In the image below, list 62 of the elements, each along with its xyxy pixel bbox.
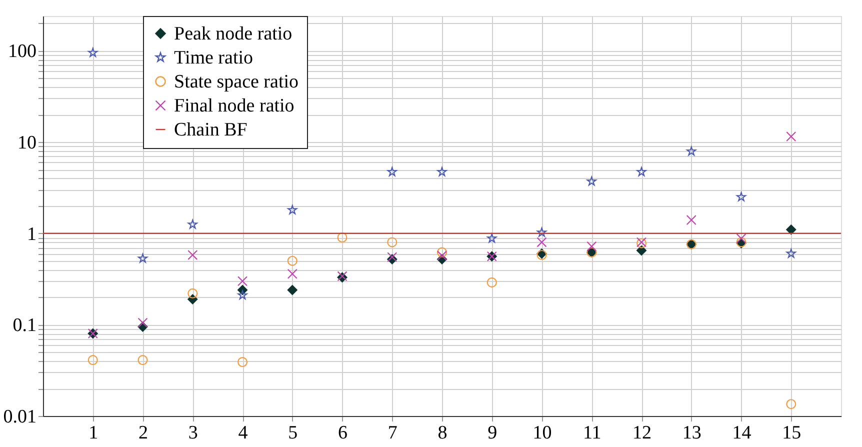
point xyxy=(288,205,298,214)
x-tick-label: 5 xyxy=(288,422,298,444)
point xyxy=(138,355,148,366)
x-tick-label: 13 xyxy=(682,422,702,444)
y-tick-label: 0.01 xyxy=(3,406,36,428)
point xyxy=(536,237,547,248)
legend-label: Final node ratio xyxy=(174,96,294,116)
point xyxy=(287,268,298,279)
point xyxy=(237,276,248,286)
point xyxy=(736,233,746,244)
point xyxy=(188,288,198,298)
point xyxy=(636,166,646,176)
x-tick-label: 1 xyxy=(88,422,98,444)
y-tick-label: 1 xyxy=(27,224,36,245)
point xyxy=(237,357,248,368)
x-tick-label: 10 xyxy=(532,422,552,444)
point xyxy=(486,277,497,288)
legend-label: Time ratio xyxy=(174,48,253,68)
point xyxy=(387,166,397,176)
point xyxy=(436,247,448,258)
point xyxy=(138,318,148,328)
point xyxy=(287,284,298,295)
point xyxy=(387,237,398,248)
point xyxy=(238,290,248,300)
point xyxy=(138,254,148,263)
point xyxy=(786,399,796,410)
point xyxy=(287,256,298,266)
legend-label: Chain BF xyxy=(174,120,248,140)
x-tick-label: 6 xyxy=(338,422,348,444)
legend-label: Peak node ratio xyxy=(174,24,292,44)
point xyxy=(188,219,198,229)
y-tick-label: 10 xyxy=(18,132,36,154)
point xyxy=(586,241,597,252)
x-tick-label: 3 xyxy=(188,422,198,444)
point xyxy=(437,166,447,176)
point xyxy=(686,146,696,156)
point xyxy=(686,214,696,226)
point xyxy=(786,248,796,258)
x-tick-label: 4 xyxy=(238,422,248,444)
point xyxy=(536,228,547,237)
x-tick-label: 11 xyxy=(582,422,602,444)
point xyxy=(586,176,596,186)
y-tick-label: 0.1 xyxy=(12,315,36,336)
y-tick-label: 100 xyxy=(8,41,36,62)
point xyxy=(436,250,448,261)
point xyxy=(487,233,497,243)
x-tick-label: 14 xyxy=(732,422,752,444)
point xyxy=(636,245,647,256)
legend-label: State space ratio xyxy=(174,72,299,92)
point xyxy=(188,250,198,260)
x-tick-label: 7 xyxy=(388,422,398,444)
point xyxy=(88,355,98,366)
x-tick-label: 9 xyxy=(488,422,498,444)
point xyxy=(786,224,796,235)
point xyxy=(736,192,746,202)
point xyxy=(88,48,98,57)
x-tick-label: 12 xyxy=(632,422,652,444)
x-tick-label: 8 xyxy=(438,422,448,444)
x-tick-label: 2 xyxy=(138,422,148,444)
point xyxy=(786,131,796,142)
x-tick-label: 15 xyxy=(782,422,802,444)
point xyxy=(337,232,348,243)
